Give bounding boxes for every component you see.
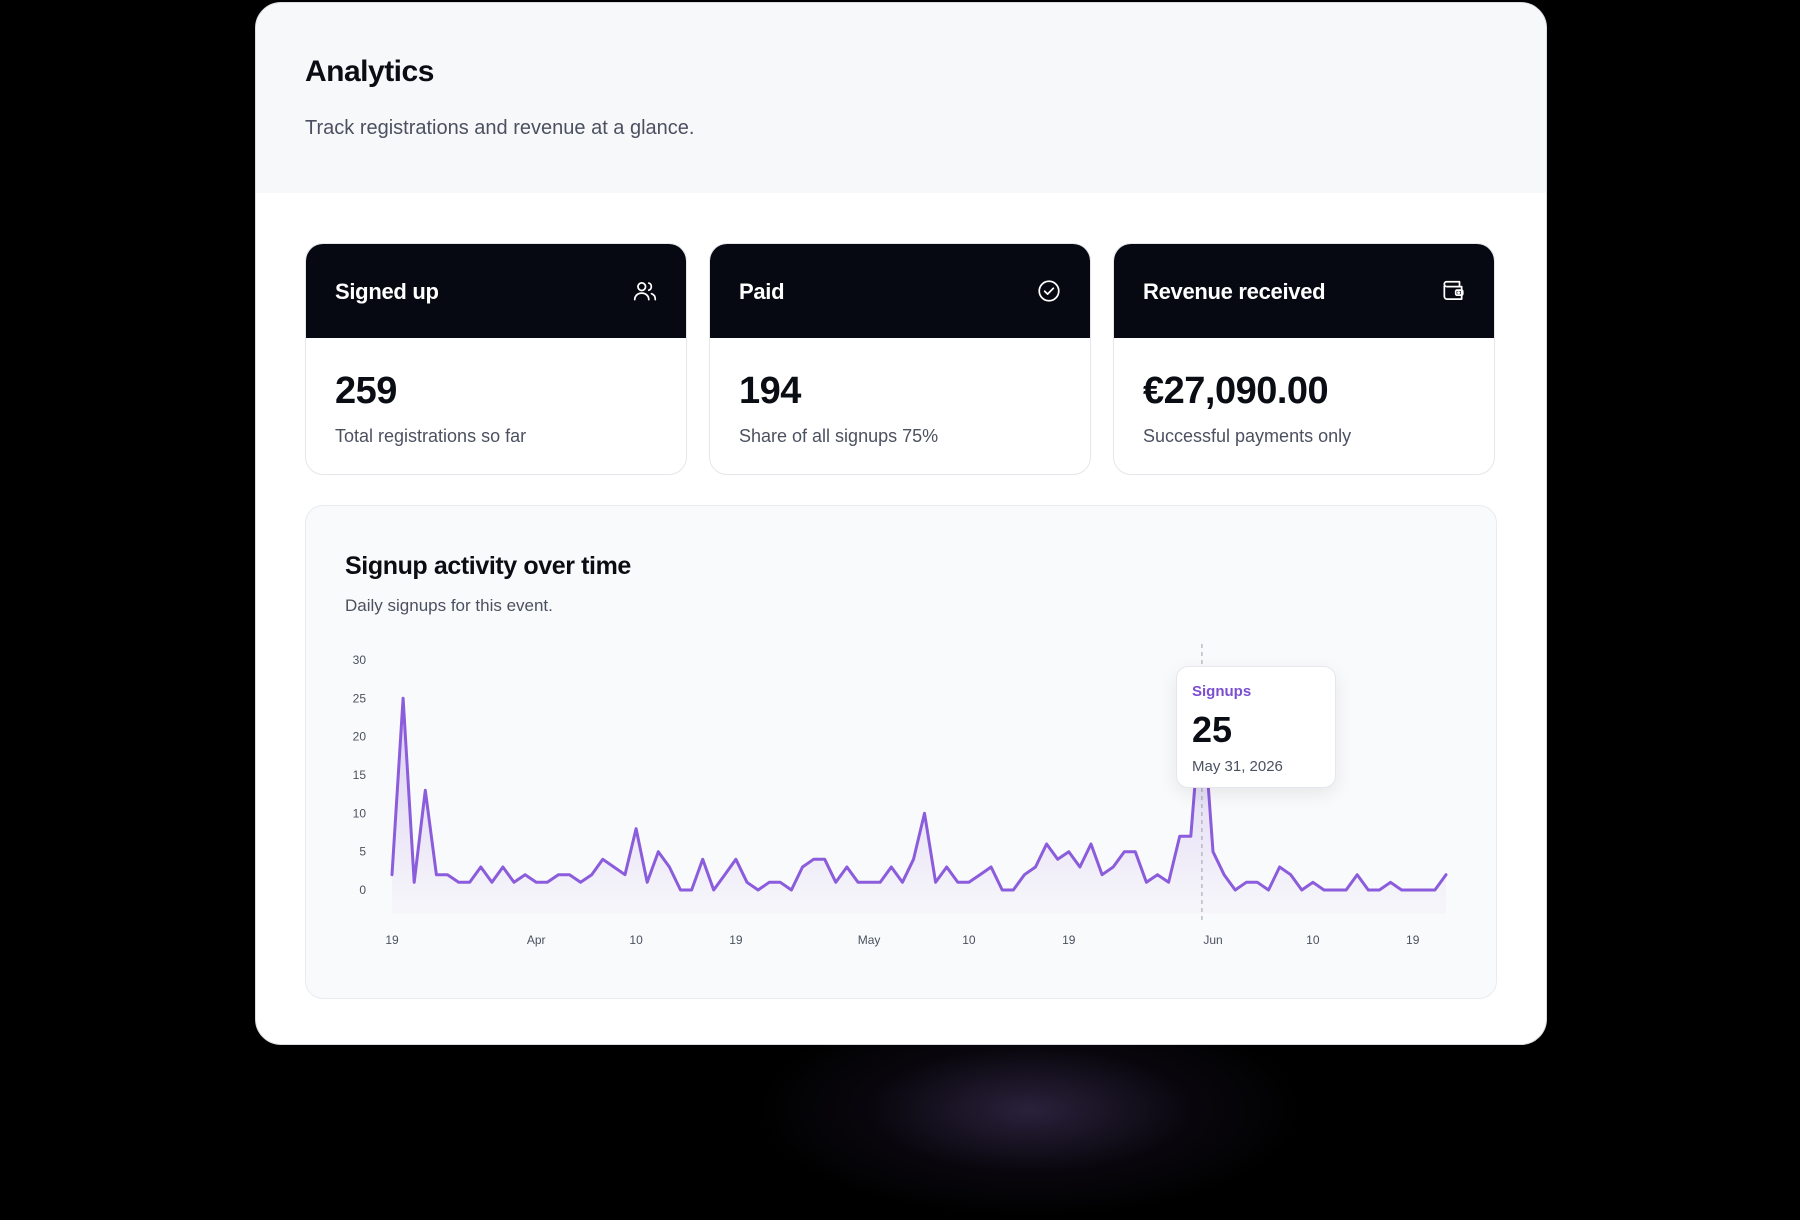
panel-header: Analytics Track registrations and revenu… (256, 3, 1546, 193)
x-tick-label: 19 (1406, 933, 1420, 947)
users-icon (633, 282, 657, 301)
stat-label: Revenue received (1143, 279, 1326, 304)
stat-caption: Total registrations so far (335, 426, 527, 446)
y-tick-label: 20 (353, 730, 367, 744)
stat-label: Paid (739, 279, 785, 304)
x-tick-label: 10 (1306, 933, 1320, 947)
stat-value: €27,090.00 (1143, 370, 1329, 412)
y-tick-label: 5 (359, 845, 366, 859)
stat-caption: Share of all signups 75% (739, 426, 939, 446)
chart-tooltip: Signups 25 May 31, 2026 (1176, 666, 1336, 788)
tooltip-label: Signups (1192, 683, 1252, 700)
x-tick-label: 19 (1062, 933, 1076, 947)
page-subtitle: Track registrations and revenue at a gla… (305, 117, 695, 139)
chart-title: Signup activity over time (345, 552, 631, 580)
chart-subtitle: Daily signups for this event. (345, 596, 553, 615)
analytics-panel: Analytics Track registrations and revenu… (255, 2, 1547, 1045)
stat-caption: Successful payments only (1143, 426, 1352, 446)
stat-card-header: Signed up (306, 244, 686, 338)
x-tick-label: Jun (1203, 933, 1222, 947)
y-tick-label: 10 (353, 806, 367, 820)
tooltip-date: May 31, 2026 (1192, 758, 1283, 775)
stat-card-signed-up: Signed up 259 Total registrations so far (305, 243, 687, 475)
x-tick-label: 10 (629, 933, 643, 947)
x-tick-label: 10 (962, 933, 976, 947)
y-tick-label: 15 (353, 768, 367, 782)
stat-card-revenue: Revenue received €27,090.00 Successful p… (1113, 243, 1495, 475)
stat-label: Signed up (335, 279, 439, 304)
x-tick-label: 19 (385, 933, 399, 947)
x-tick-label: 19 (729, 933, 743, 947)
y-tick-label: 0 (359, 883, 366, 897)
stat-card-header: Revenue received (1114, 244, 1494, 338)
tooltip-value: 25 (1192, 709, 1233, 750)
y-tick-label: 30 (353, 653, 367, 667)
signup-activity-chart[interactable]: 0 5 10 15 20 25 30 19 Apr 10 19 May 10 19 Jun 10 19 (306, 506, 1498, 1000)
x-tick-label: May (858, 933, 881, 947)
page-title: Analytics (305, 55, 434, 88)
stat-value: 194 (739, 370, 801, 412)
wallet-icon (1443, 280, 1464, 300)
y-tick-label: 25 (353, 691, 367, 705)
stat-card-paid: Paid 194 Share of all signups 75% (709, 243, 1091, 475)
stat-value: 259 (335, 370, 397, 412)
signup-activity-chart-card: Signup activity over time Daily signups … (305, 505, 1497, 999)
x-tick-label: Apr (527, 933, 546, 947)
check-badge-icon (1038, 280, 1060, 302)
stat-card-header: Paid (710, 244, 1090, 338)
signups-series-line (390, 696, 1448, 892)
